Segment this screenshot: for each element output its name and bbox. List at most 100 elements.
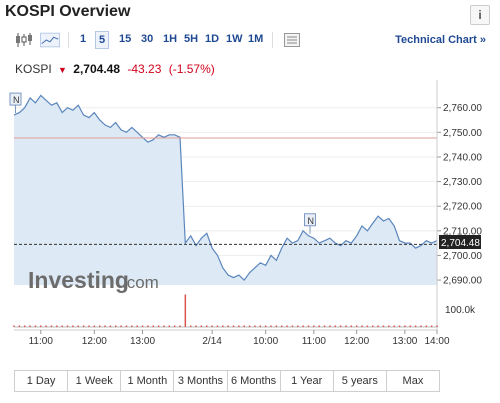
watermark-brand: Investing (28, 267, 129, 293)
y-tick-label: 2,740.00 (443, 152, 482, 163)
volume-bar (361, 325, 363, 327)
y-tick-label: 2,730.00 (443, 177, 482, 188)
volume-bar (56, 325, 58, 327)
price-line (13, 94, 438, 282)
y-tick-label: 2,710.00 (443, 226, 482, 237)
range-1-day[interactable]: 1 Day (15, 371, 69, 391)
interval-1w[interactable]: 1W (226, 33, 243, 45)
range-max[interactable]: Max (402, 375, 424, 387)
volume-bar (430, 325, 433, 327)
interval-1m[interactable]: 1M (248, 33, 264, 45)
volume-bar (339, 325, 342, 327)
settings-panel-icon[interactable] (282, 32, 302, 48)
x-tick-label: 13:00 (130, 336, 155, 347)
volume-tick: 100.0k (445, 305, 476, 316)
volume-bar (420, 325, 422, 327)
volume-bar (307, 325, 310, 327)
volume-bar (286, 325, 288, 327)
event-marker-label: N (307, 216, 314, 226)
interval-1d[interactable]: 1D (205, 33, 220, 45)
volume-bar (189, 325, 192, 327)
volume-bar (206, 325, 208, 327)
event-marker-label: N (13, 95, 20, 105)
area-chart-icon[interactable] (40, 32, 60, 48)
interval-15[interactable]: 15 (119, 33, 132, 45)
info-button[interactable]: i (470, 5, 490, 25)
volume-bar (366, 325, 369, 327)
volume-bar (184, 294, 187, 327)
x-tick-label: 12:00 (82, 336, 107, 347)
interval-5h[interactable]: 5H (184, 33, 199, 45)
watermark: Investing .com (28, 267, 159, 293)
x-axis: 11:00 12:00 13:00 2/14 10:00 11:00 12:00 13:00 1… (14, 329, 450, 347)
volume-bar (398, 325, 401, 327)
volume-bar (179, 325, 181, 327)
volume-bar (109, 325, 112, 327)
event-markers: NN (9, 92, 316, 234)
volume-bar (313, 325, 315, 327)
volume-bar (40, 325, 42, 327)
volume-bar (350, 325, 353, 327)
quote-summary: KOSPI ▼ 2,704.48 -43.23 (-1.57%) (15, 62, 215, 76)
x-tick-label: 12:00 (344, 336, 369, 347)
volume-bar (355, 325, 358, 327)
volume-bar (50, 325, 53, 327)
volume-bar (136, 325, 138, 327)
interval-5[interactable]: 5 (95, 31, 110, 49)
volume-bar (200, 325, 203, 327)
volume-bar (13, 325, 15, 327)
volume-bar (436, 325, 438, 327)
volume-bar (34, 325, 37, 327)
interval-30[interactable]: 30 (141, 33, 154, 45)
x-tick-label: 11:00 (29, 336, 54, 347)
range-1-month[interactable]: 1 Month (121, 371, 175, 391)
range-3-months[interactable]: 3 Months (174, 371, 228, 391)
volume-bar (18, 325, 21, 327)
volume-bar (280, 325, 283, 327)
y-tick-label: 2,750.00 (443, 128, 482, 139)
volume-bar (173, 325, 176, 327)
candlestick-icon[interactable] (14, 32, 34, 48)
volume-bar (414, 325, 417, 327)
volume-bar (93, 325, 96, 327)
volume-bar (388, 325, 390, 327)
volume-bar (211, 325, 213, 327)
current-price-label: 2,704.48 (441, 238, 480, 249)
volume-bar (66, 325, 69, 327)
time-range-selector: 1 Day 1 Week 1 Month 3 Months 6 Months 1… (14, 370, 440, 392)
watermark-suffix: .com (122, 273, 159, 292)
x-tick-label: 13:00 (392, 336, 417, 347)
volume-bar (120, 325, 122, 327)
range-1-year[interactable]: 1 Year (281, 371, 334, 391)
price-area-fill (14, 95, 437, 286)
interval-1[interactable]: 1 (80, 33, 87, 45)
volume-bar (163, 325, 165, 327)
volume-bar (72, 325, 74, 327)
volume-bar (125, 325, 128, 327)
volume-bar (425, 325, 428, 327)
volume-bar (329, 325, 331, 327)
volume-bar (291, 325, 294, 327)
volume-bar (131, 325, 133, 327)
volume-bar (23, 325, 26, 327)
toolbar-separator (272, 32, 273, 48)
range-6-months[interactable]: 6 Months (228, 371, 281, 391)
range-5-years[interactable]: 5 years (334, 371, 387, 391)
volume-bar (147, 325, 149, 327)
range-1-week[interactable]: 1 Week (68, 371, 122, 391)
x-tick-label: 2/14 (202, 336, 222, 347)
volume-panel (13, 294, 438, 328)
technical-chart-link[interactable]: Technical Chart » (395, 34, 486, 46)
volume-bar (114, 325, 117, 327)
volume-bar (259, 325, 262, 327)
volume-bar (222, 325, 224, 327)
volume-bar (297, 325, 299, 327)
x-tick-label: 11:00 (302, 336, 327, 347)
interval-1h[interactable]: 1H (163, 33, 178, 45)
volume-bar (382, 325, 385, 327)
price-change-percent: (-1.57%) (168, 62, 215, 76)
x-tick-label: 14:00 (424, 336, 449, 347)
y-tick-label: 2,760.00 (443, 103, 482, 114)
volume-bar (104, 325, 106, 327)
